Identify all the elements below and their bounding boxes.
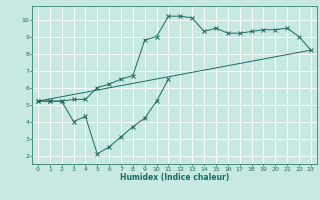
X-axis label: Humidex (Indice chaleur): Humidex (Indice chaleur) <box>120 173 229 182</box>
